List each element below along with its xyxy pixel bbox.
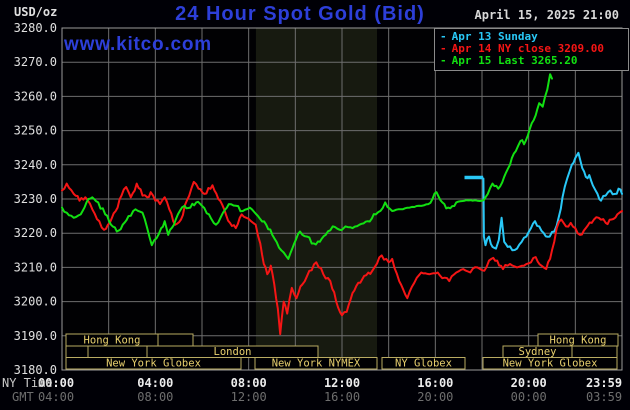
page-title: 24 Hour Spot Gold (Bid) (175, 3, 425, 25)
y-tick-label: 3210.0 (14, 260, 57, 274)
session-label: London (214, 346, 252, 358)
kitco-watermark-link[interactable]: www.kitco.com (64, 34, 213, 55)
x-tick-gmt: 20:00 (417, 390, 453, 404)
y-tick-label: 3250.0 (14, 124, 57, 138)
legend-item: - Apr 15 Last 3265.20 (440, 55, 628, 66)
session-label: New York NYMEX (272, 358, 361, 370)
y-tick-label: 3200.0 (14, 295, 57, 309)
legend-dash: - (440, 54, 447, 67)
x-tick-gmt: 00:00 (511, 390, 547, 404)
series-apr15 (61, 73, 553, 260)
legend-label: Apr 13 Sunday (451, 30, 538, 43)
gmt-axis-label: GMT (12, 390, 34, 404)
session-label: Hong Kong (84, 335, 141, 347)
session-label: New York Globex (503, 358, 598, 370)
y-tick-label: 3220.0 (14, 226, 57, 240)
y-tick-label: 3240.0 (14, 158, 57, 172)
session-box (157, 333, 194, 347)
session-box (87, 345, 148, 358)
x-tick-ny: 20:00 (511, 376, 547, 390)
session-box (381, 357, 466, 370)
y-tick-label: 3190.0 (14, 329, 57, 343)
x-tick-gmt: 16:00 (324, 390, 360, 404)
y-tick-label: 3230.0 (14, 192, 57, 206)
x-tick-ny: 08:00 (231, 376, 267, 390)
x-tick-ny: 16:00 (417, 376, 453, 390)
series-apr14 (61, 180, 623, 336)
series-apr13 (482, 151, 623, 252)
session-label: Sydney (519, 346, 557, 358)
ny-time-axis-label: NY Time (2, 376, 53, 390)
x-tick-ny: 23:59 (586, 376, 622, 390)
session-label: New York Globex (106, 358, 201, 370)
legend-dash: - (440, 30, 447, 43)
legend-label: Apr 14 NY close 3209.00 (451, 42, 604, 55)
session-box (65, 345, 89, 358)
session-box (482, 357, 618, 370)
session-box (254, 357, 378, 370)
x-tick-gmt: 03:59 (586, 390, 622, 404)
plot-border (61, 27, 623, 371)
session-label: Hong Kong (550, 335, 607, 347)
x-tick-gmt: 04:00 (38, 390, 74, 404)
unit-label: USD/oz (14, 5, 58, 19)
x-tick-ny: 12:00 (324, 376, 360, 390)
y-tick-label: 3260.0 (14, 89, 57, 103)
x-tick-gmt: 08:00 (137, 390, 173, 404)
legend: - Apr 13 Sunday - Apr 14 NY close 3209.00- A… (434, 28, 629, 71)
x-tick-ny: 04:00 (137, 376, 173, 390)
y-tick-label: 3280.0 (14, 21, 57, 35)
y-tick-label: 3270.0 (14, 55, 57, 69)
legend-item: - Apr 13 Sunday (440, 31, 628, 42)
session-label: NY Globex (395, 358, 452, 370)
x-tick-gmt: 12:00 (231, 390, 267, 404)
y-tick-label: 3180.0 (14, 363, 57, 377)
chart-datetime: April 15, 2025 21:00 (474, 8, 620, 22)
legend-item: - Apr 14 NY close 3209.00 (440, 43, 628, 54)
session-box (571, 345, 618, 358)
legend-label: Apr 15 Last 3265.20 (451, 54, 578, 67)
session-box (65, 357, 242, 370)
legend-dash: - (440, 42, 447, 55)
x-tick-ny: 00:00 (38, 376, 74, 390)
